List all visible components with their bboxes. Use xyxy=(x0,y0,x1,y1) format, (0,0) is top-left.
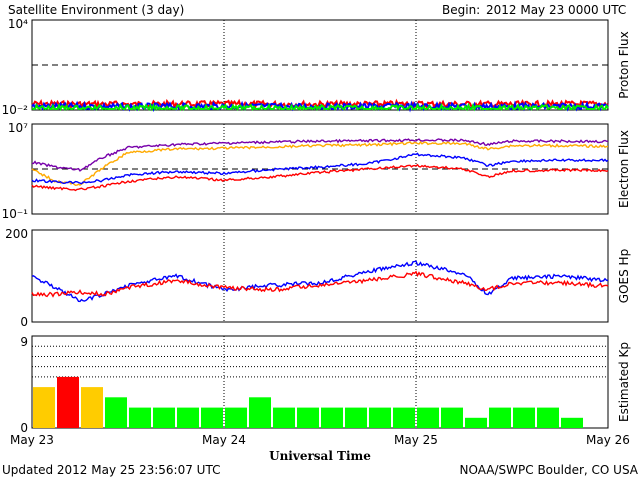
panel-proton-frame xyxy=(31,19,609,111)
kp-bar-23 xyxy=(561,417,583,428)
begin-value: 2012 May 23 0000 UTC xyxy=(486,3,626,17)
kp-bar-17 xyxy=(417,407,439,428)
series-hp-red xyxy=(31,270,609,298)
y-axis-label-proton: Proton Flux xyxy=(617,31,631,98)
kp-bar-15 xyxy=(369,407,391,428)
x-tick-label: May 24 xyxy=(202,433,246,447)
begin-label: Begin: xyxy=(442,3,480,17)
kp-bar-16 xyxy=(393,407,415,428)
kp-bar-10 xyxy=(249,397,271,428)
source-credit: NOAA/SWPC Boulder, CO USA xyxy=(460,463,639,477)
y-tick-label-top: 200 xyxy=(5,227,28,241)
kp-bar-5 xyxy=(129,407,151,428)
kp-bar-11 xyxy=(273,407,295,428)
kp-bar-22 xyxy=(537,407,559,428)
x-axis-title: Universal Time xyxy=(269,449,371,463)
y-tick-label-bottom: 10⁻¹ xyxy=(2,207,29,221)
kp-bar-6 xyxy=(153,407,175,428)
updated-timestamp: Updated 2012 May 25 23:56:07 UTC xyxy=(2,463,220,477)
y-tick-label-top: 10⁴ xyxy=(8,17,28,31)
axis-labels: May 23 May 24 May 25 May 26 10⁴ 10⁻² Proton Fl… xyxy=(2,17,631,447)
y-axis-label-electron: Electron Flux xyxy=(617,130,631,208)
kp-bar-14 xyxy=(345,407,367,428)
series-proton-green xyxy=(31,102,609,112)
panel-hp-frame xyxy=(31,229,609,323)
kp-bar-21 xyxy=(513,407,535,428)
series-electron-purple xyxy=(32,138,609,172)
kp-bar-2 xyxy=(57,376,79,428)
y-tick-label-top: 10⁷ xyxy=(8,121,28,135)
series-layer xyxy=(31,98,609,303)
kp-bar-12 xyxy=(297,407,319,428)
series-electron-blue xyxy=(31,152,609,185)
series-electron-red xyxy=(31,163,609,192)
y-axis-label-hp: GOES Hp xyxy=(617,249,631,303)
kp-bars xyxy=(33,376,583,428)
plot-title: Satellite Environment (3 day) xyxy=(8,3,184,17)
kp-bar-18 xyxy=(441,407,463,428)
kp-bar-3 xyxy=(81,387,103,428)
kp-bar-4 xyxy=(105,397,127,428)
kp-bar-13 xyxy=(321,407,343,428)
y-tick-label-bottom: 0 xyxy=(20,421,28,435)
series-electron-orange xyxy=(31,141,609,187)
y-tick-label-bottom: 10⁻² xyxy=(2,103,29,117)
gridlines xyxy=(32,20,608,428)
series-hp-blue xyxy=(31,260,609,303)
kp-bar-19 xyxy=(465,417,487,428)
x-tick-label: May 26 xyxy=(586,433,630,447)
y-tick-label-top: 9 xyxy=(20,335,28,349)
kp-bar-20 xyxy=(489,407,511,428)
kp-bar-8 xyxy=(201,407,223,428)
kp-bar-7 xyxy=(177,407,199,428)
panel-electron-frame xyxy=(31,123,609,215)
y-tick-label-bottom: 0 xyxy=(20,315,28,329)
x-tick-label: May 23 xyxy=(10,433,54,447)
kp-bar-9 xyxy=(225,407,247,428)
y-axis-label-kp: Estimated Kp xyxy=(617,342,631,422)
x-tick-label: May 25 xyxy=(394,433,438,447)
kp-bar-1 xyxy=(33,387,55,428)
